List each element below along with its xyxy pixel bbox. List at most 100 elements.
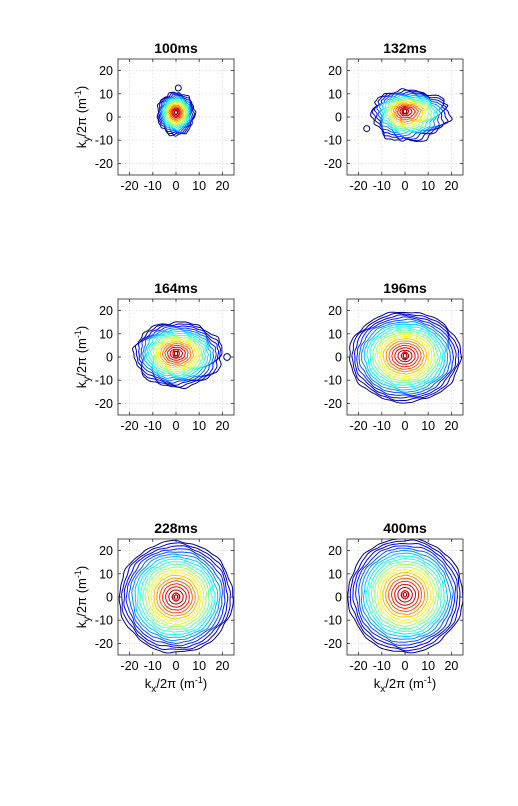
y-axis-label: ky/2π (m-1)	[73, 566, 93, 628]
contour-lines	[156, 84, 197, 137]
contour-level	[145, 330, 209, 378]
contour-level	[167, 103, 185, 123]
y-tick-label: 20	[99, 544, 113, 558]
contour-level	[381, 94, 439, 135]
contour-level	[168, 589, 184, 605]
contour-level	[385, 574, 426, 615]
contour-level	[155, 337, 200, 371]
contour-level	[390, 102, 425, 125]
panel-title: 196ms	[383, 280, 427, 296]
contour-level	[382, 571, 428, 618]
contour-island	[174, 84, 182, 92]
contour-panel: -20 -10 0 10 20 -20 -10 0 10 20 228ms ky/2π (m-1) kx…	[73, 520, 235, 695]
contour-level	[374, 563, 437, 627]
contour-level	[371, 560, 440, 630]
contour-panel: -20 -10 0 10 20 -20 -10 0 10 20 164ms ky/2π (m-1)	[73, 280, 235, 433]
x-tick-label: 20	[444, 659, 458, 673]
x-tick-label: 20	[444, 419, 458, 433]
contour-level	[169, 348, 183, 359]
contour-island	[223, 353, 231, 361]
contour-level	[349, 539, 461, 652]
x-tick-label: 0	[173, 179, 180, 193]
contour-lines	[349, 311, 463, 404]
x-tick-label: 10	[192, 419, 206, 433]
contour-level	[159, 341, 195, 367]
x-tick-label: 10	[421, 659, 435, 673]
y-tick-label: 0	[335, 351, 342, 365]
contour-level	[142, 327, 215, 382]
contour-level	[150, 334, 205, 375]
contour-level	[166, 346, 186, 361]
panel-title: 228ms	[154, 520, 198, 536]
contour-level	[170, 106, 182, 120]
contour-level	[395, 104, 419, 121]
contour-level	[164, 99, 188, 128]
contour-peak	[173, 594, 179, 600]
contour-peak	[173, 109, 179, 116]
contour-level	[152, 336, 202, 373]
x-tick-label: -10	[144, 659, 162, 673]
x-tick-label: -20	[121, 419, 139, 433]
x-axis-label: kx/2π (m-1)	[374, 675, 436, 695]
x-tick-label: 20	[444, 179, 458, 193]
y-tick-label: -20	[95, 157, 113, 171]
contour-level	[131, 553, 221, 642]
y-tick-label: -10	[324, 374, 342, 388]
y-tick-label: 10	[328, 567, 342, 581]
contour-lines	[347, 539, 463, 654]
contour-peak	[402, 108, 408, 114]
contour-level	[165, 100, 187, 126]
contour-level	[134, 555, 219, 638]
y-tick-label: 10	[99, 567, 113, 581]
contour-level	[386, 98, 430, 129]
contour-level	[388, 342, 422, 370]
contour-level	[161, 343, 192, 365]
contour-level	[144, 566, 207, 628]
contour-panel: -20 -10 0 10 20 -20 -10 0 10 20 132ms	[324, 40, 464, 193]
y-tick-label: 0	[335, 111, 342, 125]
y-tick-label: 20	[328, 544, 342, 558]
x-tick-label: -10	[373, 659, 391, 673]
y-tick-label: -20	[95, 397, 113, 411]
x-tick-label: -10	[373, 419, 391, 433]
contour-level	[358, 547, 454, 643]
contour-level	[388, 100, 427, 127]
panel-title: 400ms	[383, 520, 427, 536]
y-tick-label: 0	[335, 591, 342, 605]
y-tick-label: 0	[106, 351, 113, 365]
contour-level	[128, 551, 223, 644]
contour-level	[363, 323, 446, 391]
x-tick-label: 0	[173, 659, 180, 673]
x-tick-label: -10	[144, 419, 162, 433]
x-tick-label: 0	[402, 179, 409, 193]
contour-level	[162, 583, 190, 611]
contour-peak	[173, 350, 179, 357]
contour-level	[161, 97, 190, 131]
contour-level	[368, 558, 442, 632]
contour-peak	[401, 589, 409, 600]
y-axis-label: ky/2π (m-1)	[73, 326, 93, 388]
x-tick-label: 10	[192, 179, 206, 193]
panel-title: 100ms	[154, 40, 198, 56]
panel-title: 164ms	[154, 280, 198, 296]
contour-level	[392, 103, 423, 123]
contour-level	[379, 93, 441, 137]
contour-level	[400, 352, 410, 360]
contour-level	[379, 335, 430, 377]
x-tick-label: -20	[350, 179, 368, 193]
contour-level	[376, 566, 435, 624]
contour-lines	[132, 321, 231, 390]
x-tick-label: 10	[421, 419, 435, 433]
contour-level	[139, 561, 213, 633]
contour-lines	[363, 88, 453, 143]
y-tick-label: 20	[99, 64, 113, 78]
contour-level	[140, 325, 217, 384]
contour-level	[391, 344, 419, 368]
contour-peak	[172, 107, 180, 118]
contour-level	[394, 347, 416, 365]
contour-level	[397, 349, 413, 363]
x-tick-label: -20	[121, 659, 139, 673]
x-tick-label: 0	[402, 419, 409, 433]
contour-level	[141, 563, 210, 630]
